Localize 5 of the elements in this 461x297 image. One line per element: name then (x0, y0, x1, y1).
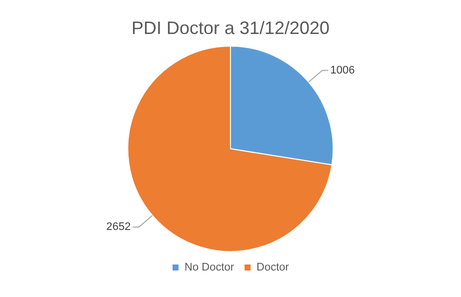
legend-label: Doctor (256, 262, 290, 274)
legend-label: No Doctor (184, 262, 234, 274)
data-label: 2652 (106, 221, 131, 234)
chart-title: PDI Doctor a 31/12/2020 (131, 18, 330, 38)
data-label: 1006 (330, 64, 355, 76)
